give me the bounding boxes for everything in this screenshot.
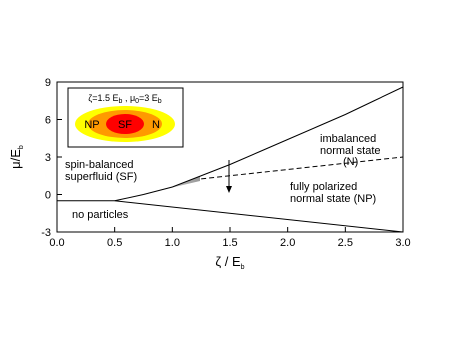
- curve: [201, 156, 404, 180]
- x-axis-label: ζ / Eb: [215, 254, 244, 271]
- x-tick-label: 1.0: [165, 237, 180, 249]
- curve: [114, 200, 404, 233]
- t: =3 E: [139, 93, 158, 103]
- t: b: [119, 98, 123, 105]
- core-sf: [106, 114, 144, 134]
- annotation: normal state: [320, 145, 381, 157]
- annotation: spin-balanced: [65, 159, 134, 171]
- x-tick-label: 2.5: [338, 237, 353, 249]
- x-tick-label: 1.5: [222, 237, 237, 249]
- inset-title: ζ=1.5 Eb , μ0=3 Eb: [88, 93, 162, 105]
- y-tick-label: 3: [45, 152, 51, 164]
- x-label-main: ζ / E: [215, 254, 241, 269]
- t: ζ=1.5 E: [88, 93, 118, 103]
- y-tick-label: 6: [45, 115, 51, 127]
- inset-label: N: [152, 119, 160, 131]
- annotation: no particles: [72, 209, 129, 221]
- curve: [114, 86, 404, 202]
- inset: ζ=1.5 Eb , μ0=3 Eb NP SF N: [67, 87, 184, 148]
- y-tick-label: 0: [45, 190, 51, 202]
- y-tick-label: 9: [45, 77, 51, 89]
- x-tick-label: 3.0: [395, 237, 410, 249]
- annotation: imbalanced: [320, 133, 376, 145]
- y-axis-label: μ/Eb: [8, 145, 25, 169]
- inset-label: SF: [118, 119, 132, 131]
- x-label-sub: b: [241, 264, 245, 271]
- x-tick-label: 2.0: [280, 237, 295, 249]
- x-tick-label: 0.0: [49, 237, 64, 249]
- y-tick-label: -3: [41, 227, 51, 239]
- arrow-head: [226, 186, 232, 193]
- annotation: normal state (NP): [290, 193, 376, 205]
- inset-label: NP: [84, 119, 99, 131]
- t: , μ: [122, 93, 135, 103]
- y-label-sub: b: [18, 145, 25, 149]
- t: b: [158, 98, 162, 105]
- annotation: (N): [343, 156, 358, 168]
- annotation: superfluid (SF): [65, 171, 137, 183]
- t: 0: [135, 98, 139, 105]
- y-label-main: μ/E: [8, 149, 23, 169]
- annotation: fully polarized: [290, 181, 357, 193]
- x-tick-label: 0.5: [107, 237, 122, 249]
